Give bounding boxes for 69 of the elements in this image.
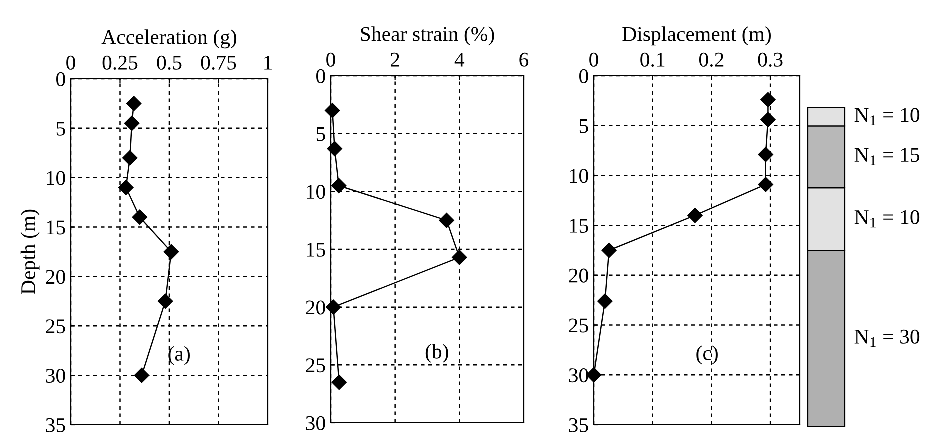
point <box>760 92 776 108</box>
x-tick-label: 0 <box>326 52 336 67</box>
x-tick-label: 1 <box>264 56 272 70</box>
annotation: (b) <box>426 344 448 364</box>
y-tick-label: 20 <box>569 268 588 283</box>
point <box>439 213 454 228</box>
x-tick-label: 0.25 <box>102 56 138 70</box>
x-tick-label: 0 <box>590 52 598 67</box>
y-tick-label: 5 <box>316 127 326 142</box>
x-tick-label: 0 <box>66 56 76 70</box>
point <box>332 374 347 390</box>
y-tick-label: 20 <box>306 300 326 315</box>
y-tick-label: 0 <box>580 69 588 84</box>
point <box>688 208 703 224</box>
x-tick-label: 0.2 <box>699 52 724 67</box>
point <box>158 294 174 309</box>
point <box>331 178 347 194</box>
y-tick-label: 5 <box>56 122 66 136</box>
y-tick-label: 10 <box>47 171 66 186</box>
point <box>326 300 342 315</box>
point <box>598 294 613 309</box>
point <box>164 244 180 260</box>
y-axis-title: Depth (m) <box>20 210 40 294</box>
series-label: N$_{1}$ = 30 <box>854 330 920 348</box>
y-tick-label: 15 <box>307 242 326 257</box>
y-tick-label: 25 <box>306 358 326 373</box>
point <box>452 250 468 266</box>
y-tick-label: 30 <box>306 416 326 430</box>
y-tick-label: 10 <box>307 185 326 200</box>
x-tick-label: 0.1 <box>640 52 665 67</box>
annotation: (a) <box>168 346 190 366</box>
point <box>760 112 776 128</box>
series-label: N$_{1}$ = 10 <box>854 210 920 228</box>
x-axis-title: Displacement (m) <box>622 26 771 46</box>
point <box>122 150 138 166</box>
series-label: N$_{1}$ = 10 <box>854 108 920 126</box>
point <box>132 210 148 225</box>
x-axis-title: Shear strain (%) <box>361 26 494 46</box>
y-tick-label: 30 <box>46 368 66 384</box>
y-tick-label: 10 <box>570 169 588 184</box>
point <box>325 103 340 118</box>
point <box>126 96 142 112</box>
point <box>124 116 140 132</box>
point <box>602 242 617 258</box>
y-tick-label: 0 <box>56 72 66 86</box>
y-tick-label: 25 <box>46 320 66 334</box>
point <box>134 368 150 384</box>
point <box>327 141 342 156</box>
series-label: N$_{1}$ = 15 <box>854 148 920 166</box>
x-axis-title: Acceleration (g) <box>102 30 237 49</box>
x-tick-label: 4 <box>454 52 465 67</box>
y-tick-label: 0 <box>316 69 326 84</box>
x-tick-label: 0.3 <box>758 52 783 67</box>
annotation: (c) <box>696 346 718 365</box>
y-tick-label: 15 <box>47 220 66 235</box>
point <box>758 177 774 192</box>
y-tick-label: 20 <box>46 270 66 284</box>
y-tick-label: 30 <box>569 368 588 383</box>
point <box>758 147 774 162</box>
x-tick-label: 6 <box>520 52 529 67</box>
x-tick-label: 0.5 <box>157 56 182 70</box>
point <box>118 180 134 196</box>
x-tick-label: 0.75 <box>201 56 236 70</box>
y-tick-label: 35 <box>46 418 66 432</box>
x-tick-label: 2 <box>391 52 400 67</box>
y-tick-label: 5 <box>580 119 588 134</box>
y-tick-label: 25 <box>569 318 588 333</box>
y-tick-label: 15 <box>570 219 588 234</box>
y-tick-label: 35 <box>569 418 588 432</box>
